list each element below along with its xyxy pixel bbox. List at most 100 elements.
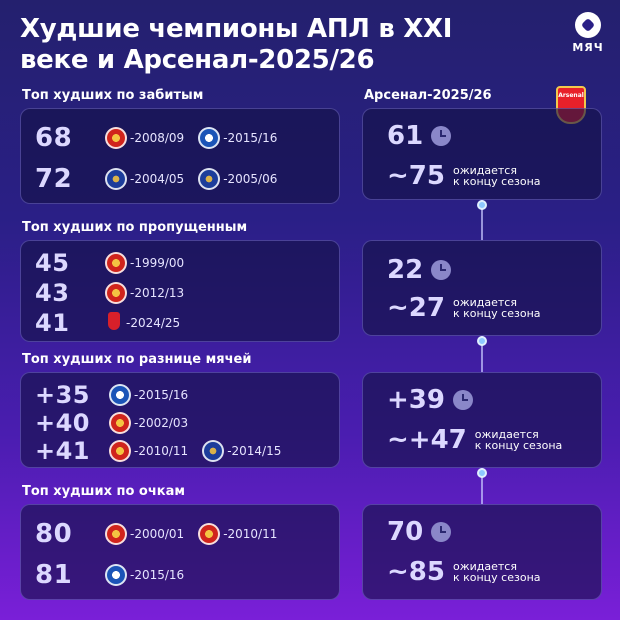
man-utd-crest-icon: [105, 127, 127, 149]
season-text: -2015/16: [130, 568, 185, 582]
title-line-2: веке и Арсенал-2025/26: [20, 45, 375, 75]
entry: -2015/16: [198, 127, 277, 149]
arsenal-expected-row: ~85 ожидается к концу сезона: [387, 557, 541, 587]
logo-text: МЯЧ: [572, 41, 604, 54]
connector-dot: [477, 468, 487, 478]
clock-icon: [431, 126, 452, 146]
table-row: 43 -2012/13: [35, 279, 198, 307]
arsenal-conceded-card: 22 ~27 ожидается к концу сезона: [362, 240, 602, 336]
entry: -2005/06: [198, 168, 277, 190]
expected-note: ожидается к концу сезона: [453, 561, 541, 583]
season-text: -2012/13: [130, 286, 185, 300]
clock-icon: [431, 260, 452, 280]
row-value: +40: [35, 409, 91, 437]
row-value: 43: [35, 279, 70, 307]
arsenal-current-value: 70: [387, 517, 424, 547]
section-label-conceded: Топ худших по пропущенным: [22, 220, 248, 235]
season-text: -2005/06: [223, 172, 278, 186]
expected-note-line-1: ожидается: [452, 296, 517, 309]
expected-note-line-2: к концу сезона: [452, 307, 541, 320]
season-text: -2000/01: [130, 527, 185, 541]
liverpool-crest-icon: [105, 312, 123, 334]
arsenal-expected-value: ~85: [387, 557, 445, 587]
season-text: -2015/16: [223, 131, 278, 145]
arsenal-points-card: 70 ~85 ожидается к концу сезона: [362, 504, 602, 600]
table-row: 72 -2004/05 -2005/06: [35, 164, 291, 194]
table-row: +35 -2015/16: [35, 381, 202, 409]
expected-note-line-1: ожидается: [452, 164, 517, 177]
expected-note: ожидается к концу сезона: [453, 165, 541, 187]
row-value: +41: [35, 437, 91, 465]
section-label-points: Топ худших по очкам: [22, 484, 186, 499]
connector-line: [481, 336, 483, 372]
entry: -2002/03: [109, 412, 188, 434]
season-text: -2010/11: [134, 444, 189, 458]
clock-icon: [452, 390, 473, 410]
season-text: -2008/09: [130, 131, 185, 145]
ball-icon: [575, 12, 601, 38]
expected-note-line-2: к концу сезона: [452, 175, 541, 188]
row-value: 72: [35, 164, 73, 194]
entry: -1999/00: [105, 252, 184, 274]
page-title: Худшие чемпионы АПЛ в XXI веке и Арсенал…: [20, 14, 520, 76]
row-value: 80: [35, 519, 73, 549]
arsenal-goal-diff-card: +39 ~+47 ожидается к концу сезона: [362, 372, 602, 468]
row-value: 41: [35, 309, 70, 337]
arsenal-current-row: 70: [387, 517, 452, 547]
row-value: +35: [35, 381, 91, 409]
title-line-1: Худшие чемпионы АПЛ в XXI: [20, 14, 453, 44]
chelsea-crest-icon: [198, 168, 221, 190]
entry: -2008/09: [105, 127, 184, 149]
row-value: 45: [35, 249, 70, 277]
season-text: -2024/25: [126, 316, 181, 330]
season-text: -2004/05: [130, 172, 185, 186]
season-text: -1999/00: [130, 256, 185, 270]
man-utd-crest-icon: [198, 523, 221, 545]
arsenal-current-row: 61: [387, 121, 452, 151]
entry: -2024/25: [105, 312, 180, 334]
arsenal-expected-value: ~27: [387, 293, 445, 323]
arsenal-expected-row: ~75 ожидается к концу сезона: [387, 161, 541, 191]
row-value: 81: [35, 560, 73, 590]
arsenal-crest-text: Arsenal: [558, 92, 584, 99]
arsenal-expected-row: ~27 ожидается к концу сезона: [387, 293, 541, 323]
arsenal-current-row: +39: [387, 385, 473, 415]
table-row: 81 -2015/16: [35, 560, 198, 590]
worst-points-card: 80 -2000/01 -2010/11 81 -2015/16: [20, 504, 340, 600]
worst-goal-diff-card: +35 -2015/16 +40 -2002/03 +41 -2010/11 -…: [20, 372, 340, 468]
arsenal-expected-row: ~+47 ожидается к концу сезона: [387, 425, 562, 455]
leicester-crest-icon: [105, 564, 127, 586]
chelsea-crest-icon: [202, 440, 225, 462]
entry: -2014/15: [202, 440, 281, 462]
arsenal-scored-card: 61 ~75 ожидается к концу сезона: [362, 108, 602, 200]
arsenal-current-value: +39: [387, 385, 445, 415]
expected-note-line-2: к концу сезона: [452, 571, 541, 584]
expected-note: ожидается к концу сезона: [475, 429, 563, 451]
season-text: -2014/15: [227, 444, 282, 458]
row-value: 68: [35, 123, 73, 153]
arsenal-current-row: 22: [387, 255, 452, 285]
man-utd-crest-icon: [109, 412, 131, 434]
brand-logo: МЯЧ: [568, 12, 608, 54]
table-row: +40 -2002/03: [35, 409, 202, 437]
entry: -2000/01: [105, 523, 184, 545]
connector-dot: [477, 336, 487, 346]
table-row: 45 -1999/00: [35, 249, 198, 277]
leicester-crest-icon: [198, 127, 221, 149]
section-label-scored: Топ худших по забитым: [22, 88, 204, 103]
expected-note-line-1: ожидается: [452, 560, 517, 573]
season-text: -2015/16: [134, 388, 189, 402]
connector-line: [481, 468, 483, 504]
connector-line: [481, 200, 483, 240]
arsenal-label: Арсенал-2025/26: [364, 88, 492, 103]
man-utd-crest-icon: [109, 440, 131, 462]
entry: -2012/13: [105, 282, 184, 304]
table-row: 41 -2024/25: [35, 309, 194, 337]
season-text: -2010/11: [223, 527, 278, 541]
table-row: +41 -2010/11 -2014/15: [35, 437, 295, 465]
man-utd-crest-icon: [105, 282, 127, 304]
expected-note: ожидается к концу сезона: [453, 297, 541, 319]
clock-icon: [431, 522, 452, 542]
entry: -2015/16: [105, 564, 184, 586]
man-utd-crest-icon: [105, 252, 127, 274]
